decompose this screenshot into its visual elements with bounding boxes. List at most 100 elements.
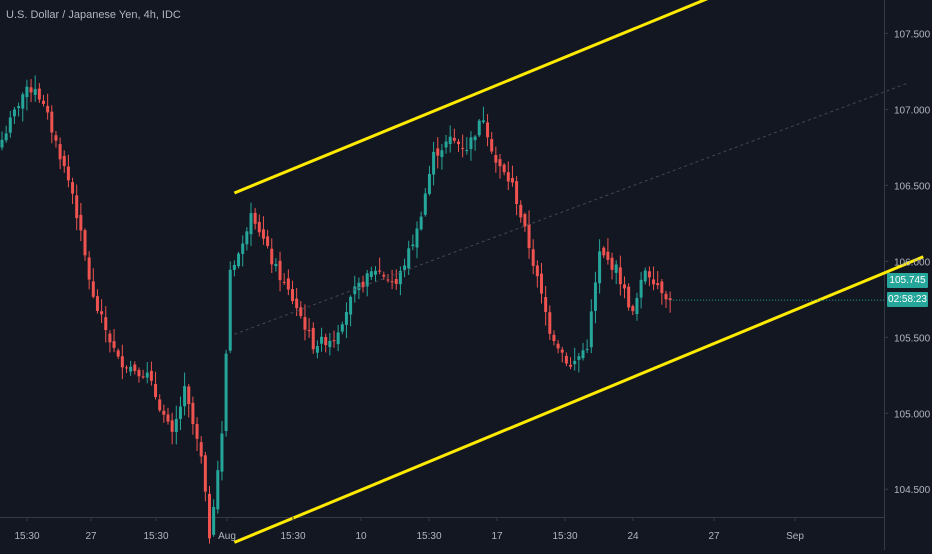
candle-body — [569, 364, 573, 367]
candle-body — [353, 286, 357, 295]
candle-body — [498, 159, 502, 167]
candle-body — [610, 257, 614, 270]
price-tick-label: 107.000 — [894, 105, 931, 116]
candle-body — [403, 265, 407, 271]
price-tick-label: 105.500 — [894, 333, 931, 344]
candle-body — [0, 139, 4, 148]
candle-body — [444, 141, 448, 148]
candle-body — [639, 279, 643, 298]
time-tick-label: 24 — [627, 531, 639, 542]
candle-body — [581, 350, 585, 359]
candle-body — [357, 282, 361, 291]
candle-body — [4, 133, 8, 141]
candle-body — [42, 100, 45, 104]
candle-body — [129, 366, 133, 372]
candle-body — [465, 150, 469, 152]
candle-body — [510, 177, 514, 183]
channel-lower-line — [233, 255, 924, 544]
candle-body — [618, 267, 622, 285]
candle-body — [145, 372, 149, 378]
candle-body — [208, 493, 211, 539]
time-tick-label: Sep — [786, 531, 804, 542]
last-price-tag: 105.745 — [887, 273, 928, 288]
candle-body — [328, 340, 332, 348]
candle-body — [315, 346, 319, 353]
candle-body — [320, 336, 324, 344]
candle-body — [100, 311, 104, 315]
time-tick-label: 15:30 — [143, 531, 168, 542]
candle-body — [46, 105, 50, 113]
candle-body — [174, 418, 178, 433]
candle-body — [382, 274, 386, 277]
candle-body — [515, 181, 519, 205]
candle-body — [228, 269, 232, 351]
time-tick-label: 15:30 — [416, 531, 441, 542]
candle-body — [112, 341, 116, 348]
candle-body — [299, 307, 303, 317]
candle-body — [249, 213, 253, 235]
candle-body — [104, 317, 108, 331]
candle-body — [602, 247, 606, 256]
candle-body — [477, 120, 481, 136]
candle-body — [237, 253, 241, 267]
candle-body — [585, 348, 589, 350]
candle-body — [232, 264, 236, 270]
candle-body — [141, 376, 145, 378]
candle-body — [166, 414, 170, 422]
candle-body — [178, 406, 182, 419]
chart-title: U.S. Dollar / Japanese Yen, 4h, IDC — [6, 9, 181, 21]
candle-body — [656, 283, 660, 286]
candle-body — [436, 148, 440, 156]
candle-body — [108, 333, 112, 343]
candle-body — [332, 340, 336, 342]
candle-body — [643, 270, 647, 282]
candle-body — [307, 330, 311, 332]
candle-body — [527, 223, 531, 249]
candle-body — [589, 311, 593, 348]
candle-body — [224, 353, 228, 431]
candle-body — [390, 281, 394, 283]
candle-body — [216, 470, 220, 510]
candle-body — [137, 369, 141, 377]
candle-body — [66, 166, 70, 181]
candle-body — [170, 420, 174, 432]
candle-body — [336, 332, 340, 345]
candle-body — [158, 399, 162, 411]
candle-body — [647, 271, 651, 278]
time-tick-label: 15:30 — [280, 531, 305, 542]
candle-body — [623, 284, 626, 289]
candle-body — [83, 230, 87, 256]
candle-body — [50, 111, 54, 133]
candle-body — [286, 278, 290, 290]
candle-body — [573, 360, 577, 365]
candle-body — [593, 282, 597, 311]
candle-body — [606, 251, 610, 260]
candle-body — [261, 229, 265, 239]
candle-body — [149, 370, 153, 381]
candle-body — [270, 248, 274, 265]
candle-body — [627, 286, 631, 308]
candle-body — [386, 279, 390, 281]
candle-body — [631, 306, 635, 312]
candle-body — [212, 506, 216, 535]
candle-body — [461, 147, 465, 149]
candle-body — [349, 296, 353, 315]
candle-body — [423, 193, 427, 215]
candle-body — [154, 384, 158, 398]
candle-body — [241, 243, 245, 254]
candle-body — [502, 164, 506, 173]
candle-body — [535, 265, 539, 277]
candle-body — [220, 433, 224, 472]
candle-body — [274, 263, 278, 267]
candle-body — [668, 298, 672, 301]
candle-body — [440, 150, 444, 158]
candle-body — [125, 367, 128, 369]
time-tick-label: 27 — [708, 531, 720, 542]
candle-body — [29, 87, 33, 93]
candle-body — [432, 151, 436, 175]
price-tick-label: 105.000 — [894, 409, 931, 420]
candle-body — [494, 155, 498, 163]
candle-body — [577, 356, 581, 360]
